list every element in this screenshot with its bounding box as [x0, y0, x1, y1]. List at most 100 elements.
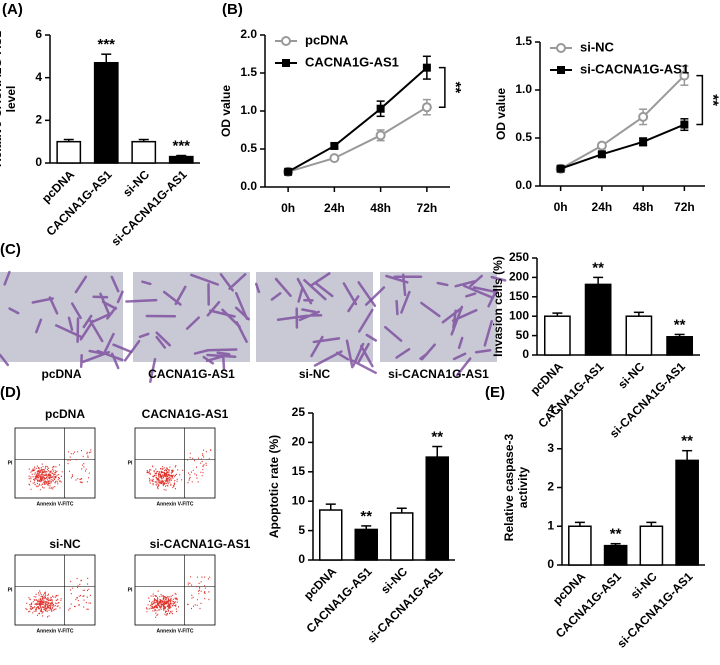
events	[146, 576, 211, 618]
micrograph-label: CACNA1G-AS1	[148, 367, 235, 381]
significance: **	[610, 526, 622, 543]
bar	[318, 509, 343, 561]
y-tick-label: 150	[509, 289, 529, 303]
y-tick-label: 200	[509, 270, 529, 284]
flow-plot	[134, 554, 216, 626]
bar	[568, 525, 592, 566]
point	[284, 167, 293, 176]
series-line	[560, 74, 686, 170]
flow-y-label: PI	[128, 587, 133, 593]
significance-bracket	[696, 74, 704, 126]
y-tick-label: 0.0	[240, 179, 257, 193]
x-tick-label: si-NC	[628, 569, 660, 601]
significance: **	[592, 259, 604, 276]
cell	[123, 273, 250, 383]
micrograph	[256, 272, 373, 362]
x-tick-label: 48h	[633, 200, 654, 214]
events	[25, 577, 92, 618]
point	[596, 140, 607, 151]
bar	[603, 544, 628, 566]
y-axis-label: Relative CACNA1G-AS1	[0, 31, 4, 167]
significance: **	[704, 94, 720, 106]
point	[556, 164, 565, 173]
x-tick-label: CACNA1G-AS1	[43, 167, 114, 238]
bar	[543, 315, 571, 356]
y-tick-label: 1.0	[240, 103, 257, 117]
point	[680, 120, 689, 129]
x-tick-label: 24h	[324, 201, 345, 215]
y-axis-label: level	[4, 86, 18, 113]
series-line	[287, 66, 428, 173]
point	[638, 111, 649, 122]
y-axis-label: activity	[516, 466, 530, 508]
significance: **	[431, 428, 443, 445]
y-tick-label: 1.0	[515, 82, 532, 96]
bar	[93, 61, 119, 164]
point	[330, 141, 339, 150]
y-tick-label: 0	[298, 552, 305, 566]
bar	[56, 140, 82, 164]
series-line	[560, 123, 685, 170]
point	[679, 70, 690, 81]
bar	[354, 528, 379, 561]
legend-label: CACNA1G-AS1	[305, 54, 399, 69]
y-tick-label: 2	[547, 480, 554, 494]
micrograph-label: si-CACNA1G-AS1	[388, 367, 489, 381]
significance: ***	[97, 36, 115, 53]
point	[421, 102, 432, 113]
point	[375, 130, 386, 141]
flow-plot	[14, 427, 96, 499]
panel-label: (D)	[0, 384, 21, 401]
flow-plot	[134, 427, 216, 499]
flow-y-label: PI	[128, 460, 133, 466]
point	[422, 63, 431, 72]
y-tick-label: 0	[522, 347, 529, 361]
legend-label: si-NC	[580, 39, 615, 54]
y-tick-label: 250	[509, 250, 529, 264]
panel-label: (E)	[485, 384, 505, 401]
bar	[625, 315, 653, 356]
x-tick-label: si-NC	[120, 167, 152, 199]
y-tick-label: 4	[547, 402, 554, 416]
flow-y-label: PI	[8, 460, 13, 466]
x-tick-label: si-CACNA1G-AS1	[607, 359, 688, 440]
x-tick-label: CACNA1G-AS1	[553, 569, 624, 640]
significance: **	[360, 508, 372, 525]
significance: **	[447, 82, 464, 94]
y-tick-label: 100	[509, 308, 529, 322]
cell	[364, 273, 507, 377]
y-axis-label: Invasion cells (%)	[491, 256, 505, 357]
cell	[0, 270, 133, 370]
significance: **	[681, 433, 693, 450]
y-tick-label: 3	[547, 441, 554, 455]
x-tick-label: si-NC	[615, 359, 647, 391]
point	[639, 137, 648, 146]
y-tick-label: 0	[547, 557, 554, 571]
micrograph-label: si-NC	[299, 367, 331, 381]
point	[329, 153, 340, 164]
flow-label: si-NC	[49, 537, 81, 551]
micrograph-label: pcDNA	[41, 367, 81, 381]
y-axis-label: OD value	[494, 88, 508, 140]
y-tick-label: 0.5	[240, 141, 257, 155]
panel-label: (C)	[0, 241, 21, 258]
significance: ***	[172, 138, 190, 155]
flow-x-label: Annexin V-FITC	[157, 628, 194, 634]
y-axis-label: OD value	[219, 85, 233, 137]
y-axis-label: Relative caspase-3	[502, 433, 516, 541]
bar	[131, 140, 157, 164]
flow-x-label: Annexin V-FITC	[157, 501, 194, 507]
x-tick-label: 48h	[370, 201, 391, 215]
y-tick-label: 4	[35, 70, 42, 84]
legend-label: si-CACNA1G-AS1	[580, 61, 689, 76]
legend-marker	[281, 36, 291, 46]
flow-x-label: Annexin V-FITC	[37, 501, 74, 507]
x-tick-label: si-NC	[378, 564, 410, 596]
y-axis-label: Apoptotic rate (%)	[267, 435, 281, 538]
flow-x-label: Annexin V-FITC	[37, 628, 74, 634]
panel-label: (A)	[2, 1, 23, 18]
x-tick-label: 0h	[281, 201, 295, 215]
cell	[254, 272, 378, 375]
y-tick-label: 0.0	[515, 178, 532, 192]
